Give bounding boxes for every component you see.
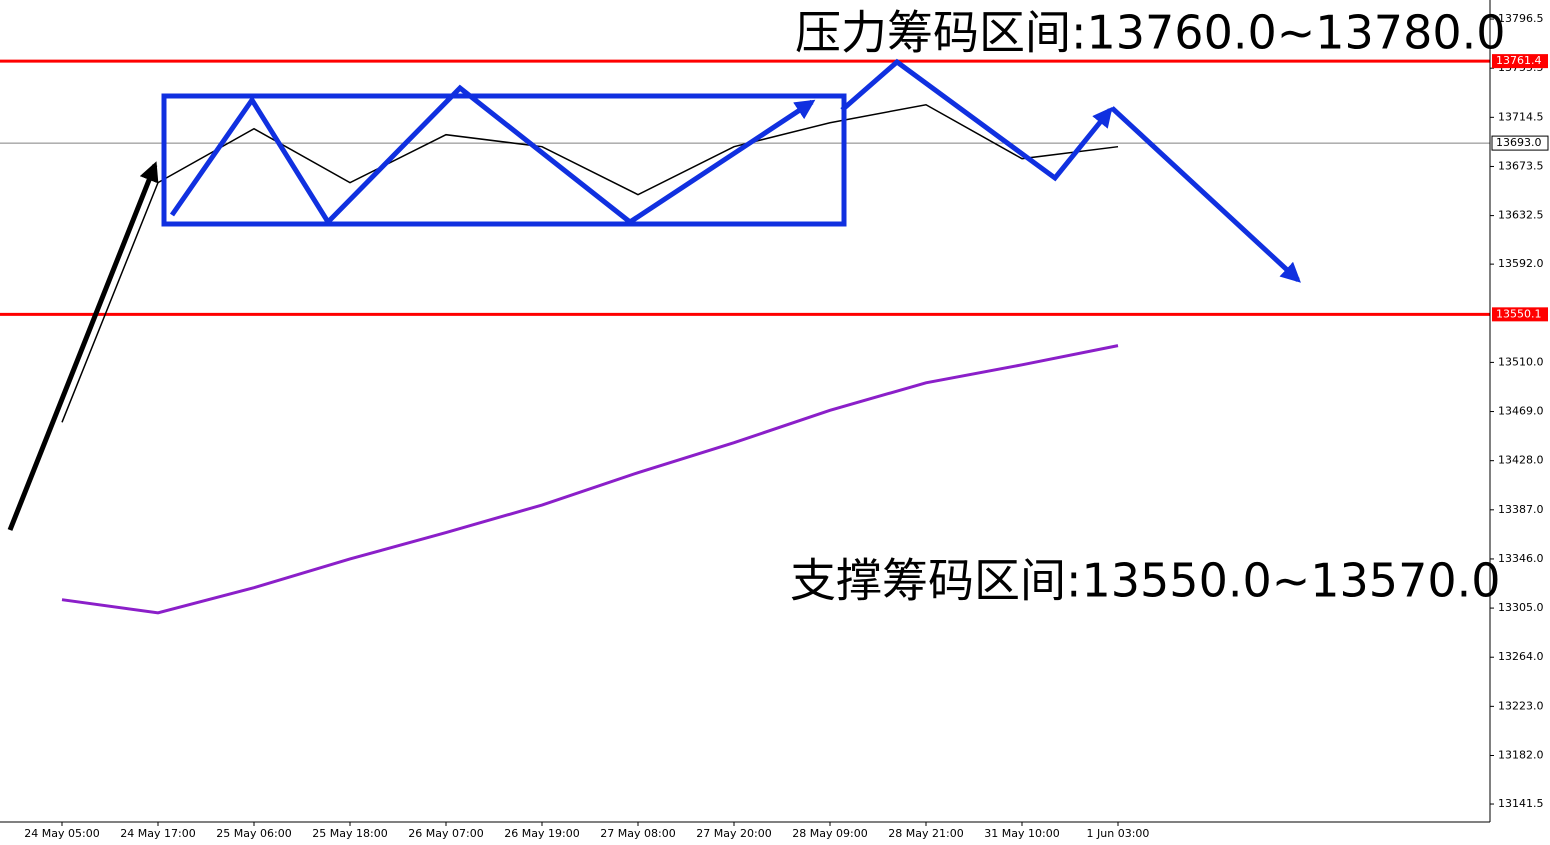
x-tick-label: 27 May 08:00 [600, 827, 675, 840]
range-box [161, 93, 847, 227]
x-tick-label: 25 May 06:00 [216, 827, 291, 840]
price-label: 13550.1 [1496, 307, 1542, 320]
x-tick-label: 28 May 21:00 [888, 827, 963, 840]
x-tick-label: 28 May 09:00 [792, 827, 867, 840]
y-tick-label: 13510.0 [1498, 355, 1544, 368]
x-tick-label: 31 May 10:00 [984, 827, 1059, 840]
x-tick-label: 25 May 18:00 [312, 827, 387, 840]
y-tick-label: 13264.0 [1498, 650, 1544, 663]
resistance-annotation: 压力筹码区间:13760.0~13780.0 [795, 6, 1505, 60]
series-line [61, 344, 1119, 615]
x-tick-label: 26 May 07:00 [408, 827, 483, 840]
price-label-box [1491, 135, 1549, 151]
x-tick-label: 1 Jun 03:00 [1087, 827, 1150, 840]
y-tick-label: 13387.0 [1498, 503, 1544, 516]
y-tick-label: 13346.0 [1498, 552, 1544, 565]
x-tick-label: 24 May 17:00 [120, 827, 195, 840]
price-label: 13761.4 [1496, 54, 1542, 67]
y-tick-label: 13796.5 [1498, 12, 1544, 25]
y-tick-label: 13305.0 [1498, 601, 1544, 614]
x-tick-label: 26 May 19:00 [504, 827, 579, 840]
trend-arrow [7, 161, 159, 531]
y-tick-label: 13673.5 [1498, 159, 1544, 172]
x-tick-label: 27 May 20:00 [696, 827, 771, 840]
y-tick-label: 13714.5 [1498, 110, 1544, 123]
y-tick-label: 13223.0 [1498, 699, 1544, 712]
forecast-arrow [1110, 106, 1301, 283]
plot-area [0, 0, 1490, 822]
range-arrows [169, 84, 816, 227]
support-annotation: 支撑筹码区间:13550.0~13570.0 [790, 554, 1500, 608]
pattern-drawings [7, 58, 1301, 531]
plot [0, 59, 1490, 615]
y-tick-label: 13469.0 [1498, 405, 1544, 418]
y-tick-label: 13182.0 [1498, 748, 1544, 761]
y-tick-label: 13632.5 [1498, 209, 1544, 222]
series-line [61, 103, 1119, 423]
price-label: 13693.0 [1496, 136, 1542, 149]
price-label-box [1492, 54, 1548, 69]
y-tick-label: 13592.0 [1498, 257, 1544, 270]
x-tick-label: 24 May 05:00 [24, 827, 99, 840]
y-tick-label: 13141.5 [1498, 797, 1544, 810]
top-arrows [840, 58, 1113, 182]
price-label-box [1492, 307, 1548, 322]
y-tick-label: 13428.0 [1498, 454, 1544, 467]
